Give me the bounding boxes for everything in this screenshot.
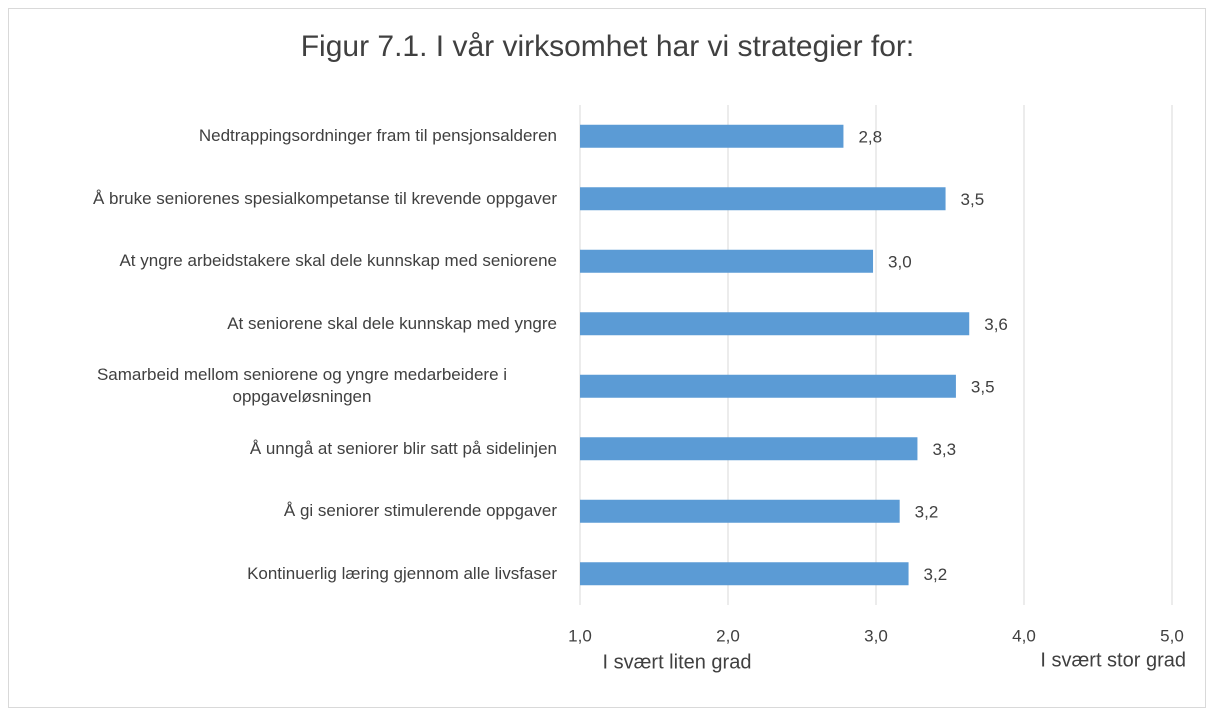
chart-frame bbox=[8, 8, 1206, 708]
bar bbox=[580, 374, 956, 398]
bar bbox=[580, 249, 874, 273]
bar bbox=[580, 437, 918, 461]
data-label: 3,3 bbox=[932, 440, 956, 459]
category-label: Å gi seniorer stimulerende oppgaver bbox=[283, 501, 557, 521]
category-label: At yngre arbeidstakere skal dele kunnska… bbox=[119, 251, 557, 271]
x-tick-label: 3,0 bbox=[864, 626, 888, 645]
data-label: 3,2 bbox=[924, 565, 948, 584]
category-label: At seniorene skal dele kunnskap med yngr… bbox=[227, 313, 557, 333]
bar bbox=[580, 124, 844, 148]
category-label: Kontinuerlig læring gjennom alle livsfas… bbox=[247, 563, 557, 583]
category-label: Samarbeid mellom seniorene og yngre meda… bbox=[96, 365, 508, 407]
data-label: 3,5 bbox=[971, 378, 995, 397]
bar bbox=[580, 562, 909, 586]
category-label: Nedtrappingsordninger fram til pensjonsa… bbox=[198, 126, 557, 146]
category-label: Å bruke seniorenes spesialkompetanse til… bbox=[93, 188, 557, 208]
bar bbox=[580, 187, 946, 211]
data-label: 3,5 bbox=[961, 190, 985, 209]
x-tick-label: 5,0 bbox=[1160, 626, 1184, 645]
bar bbox=[580, 312, 970, 336]
data-label: 3,0 bbox=[888, 253, 912, 272]
x-tick-label: 2,0 bbox=[716, 626, 740, 645]
chart-title: Figur 7.1. I vår virksomhet har vi strat… bbox=[300, 30, 915, 63]
annotation: I svært liten grad bbox=[603, 651, 752, 673]
annotation: I svært stor grad bbox=[1040, 649, 1186, 671]
bar bbox=[580, 499, 900, 523]
x-tick-label: 1,0 bbox=[568, 626, 592, 645]
category-label: Å unngå at seniorer blir satt på sidelin… bbox=[249, 438, 557, 458]
data-label: 2,8 bbox=[858, 128, 882, 147]
data-label: 3,6 bbox=[984, 315, 1008, 334]
data-label: 3,2 bbox=[915, 503, 939, 522]
x-tick-label: 4,0 bbox=[1012, 626, 1036, 645]
